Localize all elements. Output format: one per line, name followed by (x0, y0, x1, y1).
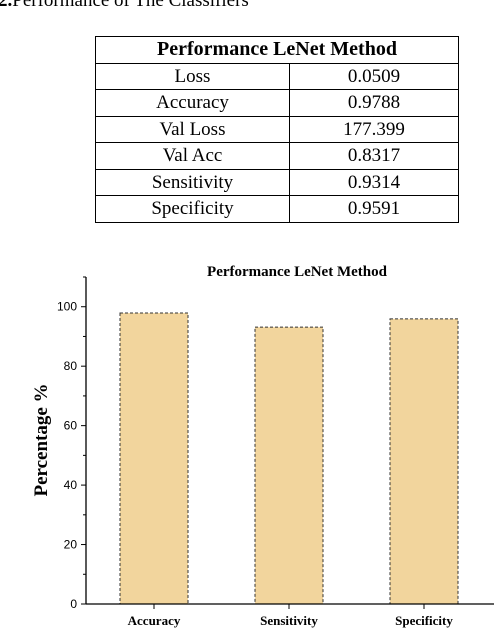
figure-caption: 2.Performance of The Classifiers (0, 0, 249, 12)
x-tick-label: Sensitivity (260, 613, 318, 628)
metric-value: 0.9788 (289, 89, 459, 117)
y-tick-label: 20 (64, 538, 78, 552)
metric-value: 0.9314 (289, 168, 459, 196)
metric-name: Loss (95, 62, 290, 90)
metric-value: 177.399 (289, 115, 459, 143)
table-row: Val Acc 0.8317 (95, 142, 459, 170)
table-title: Performance LeNet Method (95, 36, 459, 64)
metric-name: Accuracy (95, 89, 290, 117)
table-header-row: Performance LeNet Method (95, 36, 459, 64)
y-tick-label: 40 (64, 478, 78, 492)
bar-accuracy (119, 312, 189, 605)
metric-name: Sensitivity (95, 168, 290, 196)
metric-name: Val Acc (95, 142, 290, 170)
performance-table: Performance LeNet Method Loss 0.0509 Accu… (95, 36, 459, 223)
y-tick-label: 100 (57, 300, 77, 314)
y-axis-label: Percentage % (31, 383, 52, 496)
metric-name: Val Loss (95, 115, 290, 143)
table-row: Accuracy 0.9788 (95, 89, 459, 117)
table-row: Val Loss 177.399 (95, 115, 459, 143)
x-tick-label: Accuracy (128, 613, 181, 628)
caption-number: 2. (0, 0, 13, 11)
metric-value: 0.9591 (289, 195, 459, 223)
y-tick-label: 60 (64, 419, 78, 433)
chart-title: Performance LeNet Method (207, 264, 388, 280)
y-tick-label: 80 (64, 359, 78, 373)
x-tick-label: Specificity (395, 613, 453, 628)
y-tick-label: 0 (70, 597, 77, 611)
bar-sensitivity (254, 326, 324, 605)
table-row: Specificity 0.9591 (95, 195, 459, 223)
metric-name: Specificity (95, 195, 290, 223)
caption-text: Performance of The Classifiers (12, 0, 249, 11)
metric-value: 0.8317 (289, 142, 459, 170)
table-row: Sensitivity 0.9314 (95, 168, 459, 196)
bar-specificity (389, 318, 459, 605)
